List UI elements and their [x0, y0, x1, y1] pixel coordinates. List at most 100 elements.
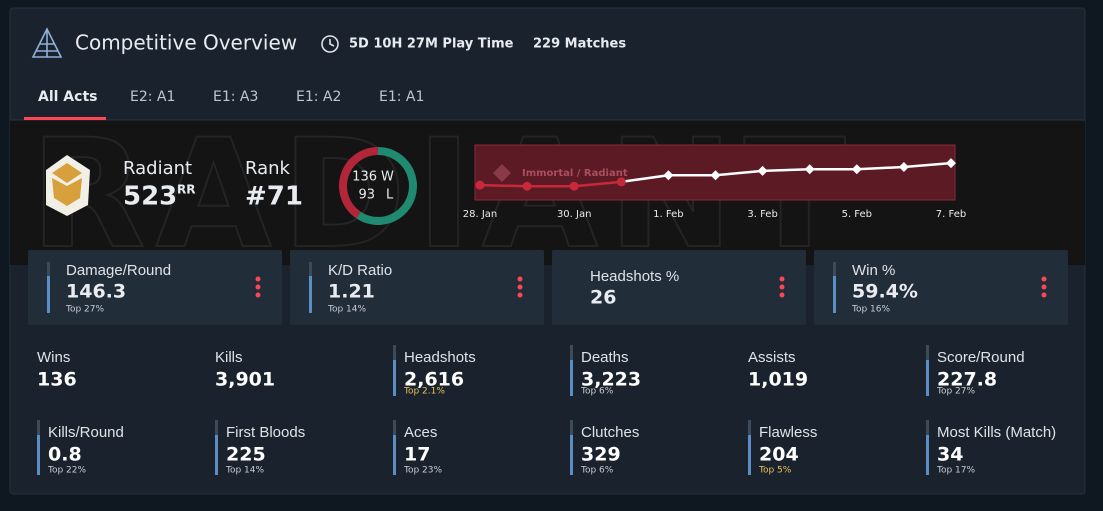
tab[interactable]: E1: A2: [296, 89, 341, 105]
stat-value: 34: [937, 444, 963, 466]
menu-dot[interactable]: [517, 292, 523, 298]
play-time: 5D 10H 27M Play Time: [349, 37, 514, 52]
card-label: Damage/Round: [66, 262, 171, 279]
x-tick-label: 28. Jan: [463, 209, 498, 220]
menu-dot[interactable]: [255, 284, 261, 290]
card-value: 59.4%: [852, 281, 918, 303]
stat-value: 3,223: [581, 369, 641, 391]
tab[interactable]: E1: A3: [213, 89, 258, 105]
card-label: Win %: [852, 262, 895, 279]
stat-accent-fill: [570, 435, 573, 475]
stat-label: Score/Round: [937, 349, 1025, 366]
line-segment: [762, 167, 810, 173]
stat-label: First Bloods: [226, 424, 305, 441]
rr-unit: RR: [177, 183, 195, 197]
point: [663, 170, 674, 181]
stat-label: Kills: [215, 349, 243, 366]
title: Competitive Overview: [75, 31, 297, 55]
stat-label: Flawless: [759, 424, 817, 441]
win-arc: [356, 147, 417, 225]
tab[interactable]: E1: A1: [379, 89, 424, 105]
x-tick-label: 30. Jan: [557, 209, 592, 220]
rank-tier: Radiant: [123, 158, 192, 179]
clock-icon: [321, 35, 339, 53]
stat-accent-fill: [926, 435, 929, 475]
card-value: 26: [590, 287, 616, 309]
point: [804, 164, 815, 175]
stat-label: Deaths: [581, 349, 629, 366]
line-segment: [715, 169, 763, 177]
stat-card[interactable]: [28, 250, 282, 325]
tab[interactable]: All Acts: [38, 89, 97, 105]
stat-accent-fill: [926, 360, 929, 396]
stat-value: 136: [37, 369, 77, 391]
stat-value: 204: [759, 444, 799, 466]
point: [522, 181, 532, 191]
stat-label: Clutches: [581, 424, 639, 441]
x-tick-label: 1. Feb: [653, 209, 683, 220]
menu-dot[interactable]: [255, 276, 261, 282]
menu-dot[interactable]: [255, 292, 261, 298]
card-accent-fill: [309, 276, 312, 313]
stat-value: 225: [226, 444, 266, 466]
tab-underline: [24, 117, 106, 120]
stat-accent-fill: [37, 435, 40, 475]
menu-dot[interactable]: [1041, 292, 1047, 298]
menu-dot[interactable]: [779, 276, 785, 282]
menu-dot[interactable]: [779, 292, 785, 298]
stat-card[interactable]: [290, 250, 544, 325]
stat-accent-fill: [570, 360, 573, 396]
stat-top: Top 22%: [47, 466, 87, 476]
rank-emblem: [46, 155, 90, 216]
stat-top: Top 2.1%: [403, 387, 445, 397]
stat-top: Top 17%: [936, 466, 976, 476]
line-segment: [621, 174, 669, 184]
losses: 93: [358, 188, 375, 203]
loss-label: L: [386, 188, 394, 203]
line-segment: [479, 183, 528, 188]
menu-dot[interactable]: [779, 284, 785, 290]
stat-top: Top 14%: [225, 466, 265, 476]
point: [851, 164, 862, 175]
stat-top: Top 5%: [758, 466, 792, 476]
point: [710, 170, 721, 181]
x-tick-label: 7. Feb: [936, 209, 966, 220]
card-value: 1.21: [328, 281, 375, 303]
stat-value: 1,019: [748, 369, 808, 391]
line-segment: [903, 161, 952, 169]
tab[interactable]: E2: A1: [130, 89, 175, 105]
line-segment: [574, 180, 622, 188]
stat-value: 227.8: [937, 369, 997, 391]
point: [898, 162, 909, 172]
stat-label: Assists: [748, 349, 796, 366]
rank-label: Rank: [245, 158, 291, 179]
x-tick-label: 3. Feb: [747, 209, 777, 220]
stat-accent-fill: [393, 360, 396, 396]
stat-value: 0.8: [48, 444, 82, 466]
point: [757, 165, 768, 176]
menu-dot[interactable]: [517, 276, 523, 282]
wins: 136: [352, 170, 377, 185]
point: [616, 177, 626, 187]
rank-number: #71: [245, 182, 303, 212]
stat-value: 2,616: [404, 369, 464, 391]
stat-top: Top 23%: [403, 466, 443, 476]
loss-arc: [339, 147, 379, 219]
menu-dot[interactable]: [517, 284, 523, 290]
point: [569, 181, 579, 191]
stat-top: Top 27%: [936, 387, 976, 397]
rank-rr: 523: [123, 182, 177, 212]
stat-accent-fill: [748, 435, 751, 475]
menu-dot[interactable]: [1041, 276, 1047, 282]
card-accent-fill: [47, 276, 50, 313]
point: [475, 180, 485, 190]
stat-card[interactable]: [552, 250, 806, 325]
stat-label: Headshots: [404, 349, 476, 366]
point: [946, 158, 956, 169]
stat-top: Top 6%: [580, 387, 614, 397]
menu-dot[interactable]: [1041, 284, 1047, 290]
stat-card[interactable]: [814, 250, 1068, 325]
card-top: Top 16%: [851, 305, 891, 315]
band-label: Immortal / Radiant: [522, 168, 628, 179]
